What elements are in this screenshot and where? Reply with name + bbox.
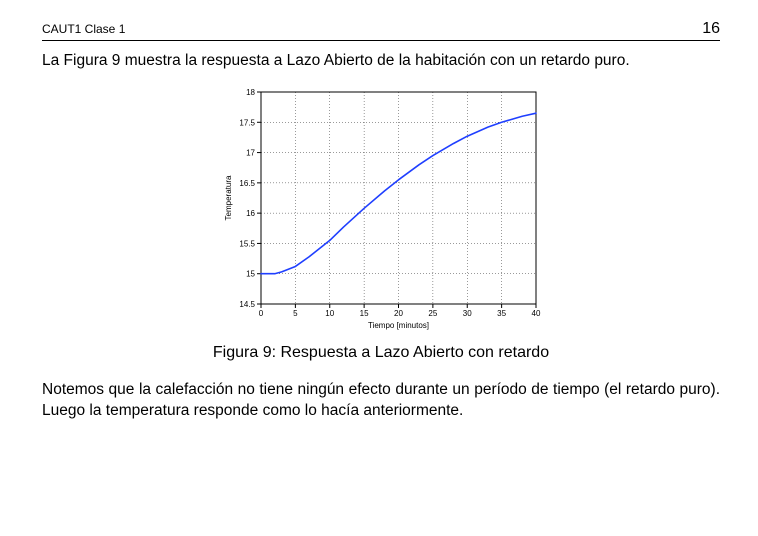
page: CAUT1 Clase 1 16 La Figura 9 muestra la … [0, 0, 758, 536]
svg-text:16: 16 [246, 209, 255, 218]
figure-caption: Figura 9: Respuesta a Lazo Abierto con r… [42, 344, 720, 362]
svg-text:16.5: 16.5 [239, 179, 255, 188]
svg-text:15: 15 [360, 309, 369, 318]
svg-text:17.5: 17.5 [239, 118, 255, 127]
svg-text:0: 0 [259, 309, 264, 318]
svg-text:10: 10 [325, 309, 334, 318]
svg-text:20: 20 [394, 309, 403, 318]
header-course: CAUT1 Clase 1 [42, 22, 125, 36]
svg-text:15: 15 [246, 270, 255, 279]
paragraph-note: Notemos que la calefacción no tiene ning… [42, 380, 720, 422]
svg-text:40: 40 [532, 309, 541, 318]
chart-container: 0 5 10 15 20 25 30 35 40 14.5 15 15.5 16 16.5 17 17.5 18… [42, 82, 720, 330]
page-header: CAUT1 Clase 1 16 [42, 20, 720, 41]
svg-text:25: 25 [428, 309, 437, 318]
svg-text:15.5: 15.5 [239, 239, 255, 248]
svg-text:Temperatura: Temperatura [224, 175, 233, 220]
svg-text:14.5: 14.5 [239, 300, 255, 309]
svg-text:Tiempo [minutos]: Tiempo [minutos] [368, 321, 429, 330]
svg-text:5: 5 [293, 309, 298, 318]
paragraph-intro: La Figura 9 muestra la respuesta a Lazo … [42, 51, 720, 72]
header-page-number: 16 [702, 20, 720, 38]
svg-text:17: 17 [246, 148, 255, 157]
svg-text:30: 30 [463, 309, 472, 318]
response-chart: 0 5 10 15 20 25 30 35 40 14.5 15 15.5 16 16.5 17 17.5 18… [216, 82, 546, 330]
svg-text:35: 35 [497, 309, 506, 318]
svg-text:18: 18 [246, 88, 255, 97]
